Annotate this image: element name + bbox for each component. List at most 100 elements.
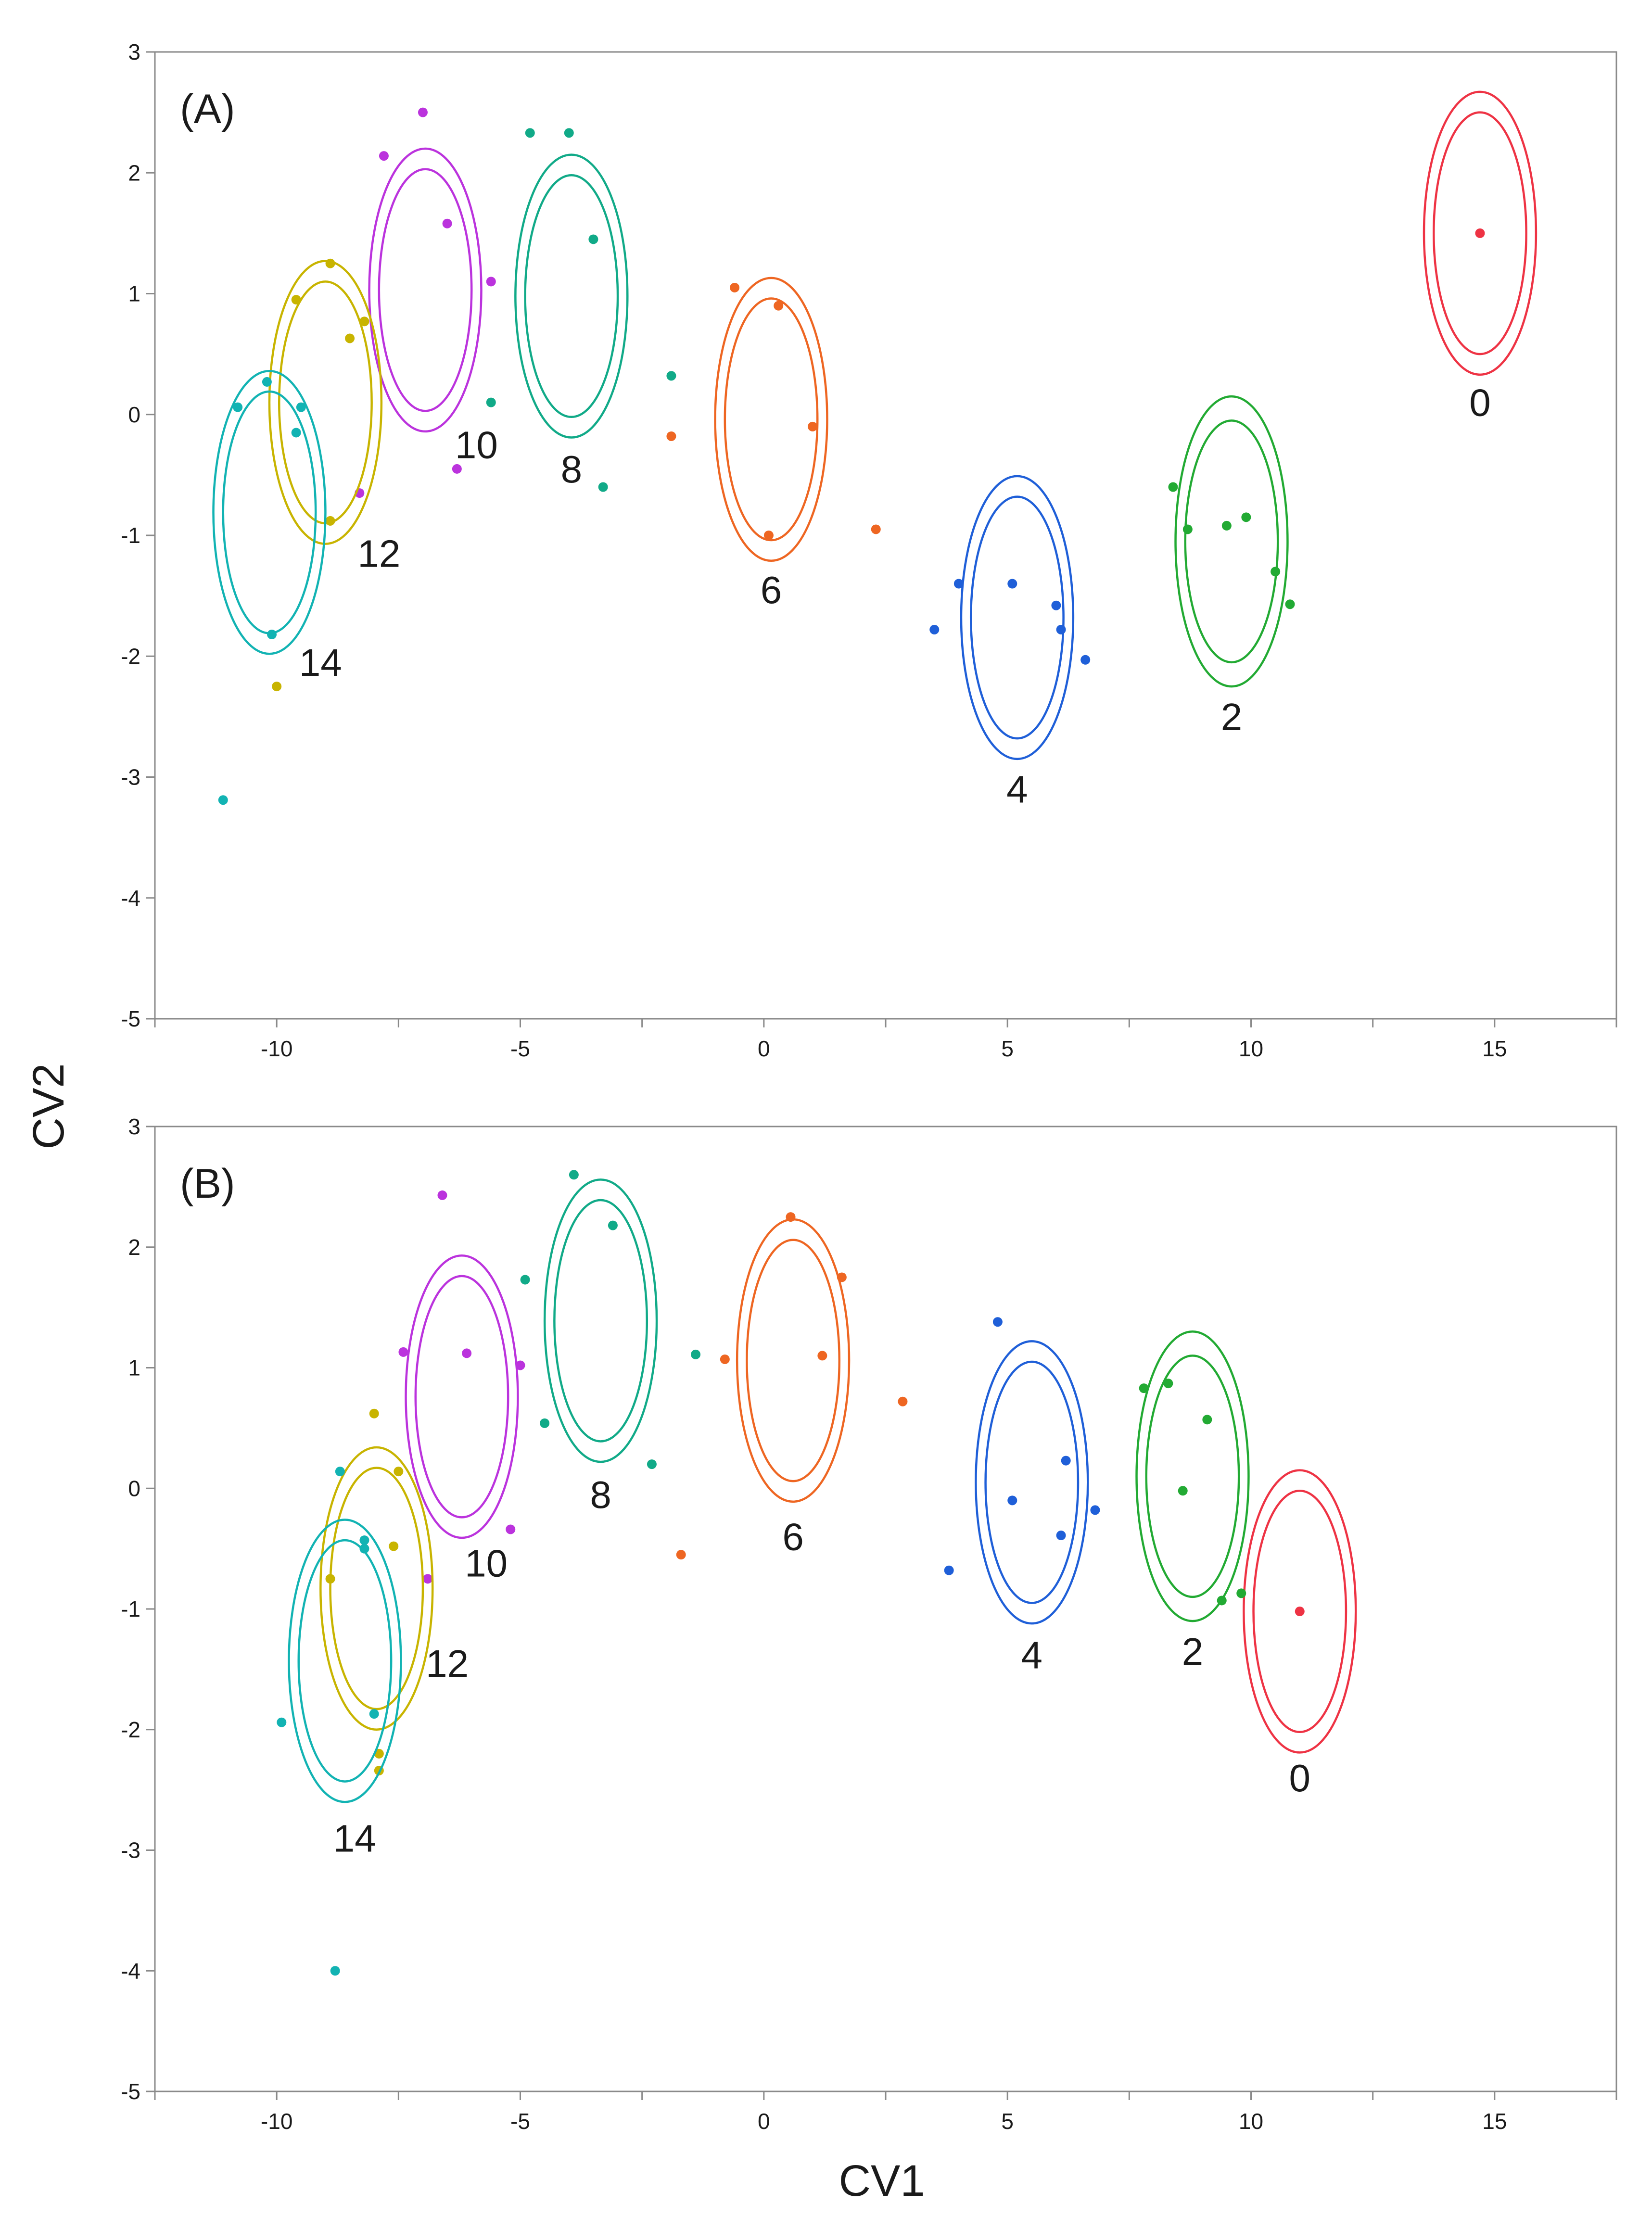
confidence-ellipse-outer (1174, 395, 1289, 688)
confidence-ellipse-outer (212, 370, 327, 655)
confidence-ellipse-outer (1423, 90, 1538, 376)
data-point (730, 282, 740, 292)
group-label: 12 (426, 1642, 469, 1685)
data-point (291, 428, 301, 438)
data-point (691, 1349, 701, 1359)
y-tick-label: -5 (121, 2079, 140, 2104)
y-tick-label: 2 (128, 160, 140, 185)
data-point (1007, 579, 1017, 589)
data-point (1182, 524, 1193, 534)
confidence-ellipse-inner (524, 174, 619, 418)
y-tick-label: -1 (121, 523, 140, 548)
group-label: 14 (333, 1817, 376, 1860)
series-group-2: 2 (1135, 1330, 1250, 1673)
x-tick-label: -10 (261, 2109, 292, 2134)
data-point (1475, 228, 1485, 238)
confidence-ellipse-outer (543, 1178, 658, 1463)
data-point (944, 1565, 954, 1575)
series-group-0: 0 (1423, 90, 1538, 424)
data-point (953, 579, 964, 589)
data-point (262, 377, 272, 387)
data-point (277, 1717, 287, 1727)
confidence-ellipse-inner (1184, 419, 1279, 664)
x-tick-label: -10 (261, 1036, 292, 1061)
confidence-ellipse-outer (1243, 1469, 1357, 1754)
y-tick-label: 3 (128, 1114, 140, 1139)
data-point (325, 1574, 335, 1584)
data-point (1163, 1379, 1173, 1389)
data-point (506, 1524, 516, 1534)
data-point (418, 107, 428, 117)
y-tick-label: 0 (128, 402, 140, 427)
group-label: 2 (1221, 696, 1243, 738)
confidence-ellipse-outer (960, 475, 1075, 760)
confidence-ellipse-inner (297, 1539, 393, 1783)
data-point (666, 431, 676, 441)
data-point (330, 1966, 340, 1976)
data-point (359, 1535, 369, 1545)
data-point (1217, 1596, 1227, 1606)
series-group-2: 2 (1168, 395, 1295, 738)
x-tick-label: 0 (758, 1036, 770, 1061)
data-point (871, 524, 881, 534)
data-point (520, 1275, 530, 1285)
series-group-6: 6 (676, 1212, 908, 1560)
data-point (1061, 1456, 1071, 1466)
data-point (1090, 1505, 1100, 1515)
data-point (1202, 1415, 1212, 1425)
data-point (462, 1348, 472, 1358)
series-group-14: 14 (212, 370, 342, 805)
y-tick-label: -3 (121, 765, 140, 790)
data-point (267, 630, 277, 640)
confidence-ellipse-inner (1433, 111, 1527, 355)
confidence-ellipse-inner (724, 297, 819, 542)
data-point (898, 1396, 908, 1406)
data-point (394, 1467, 404, 1477)
y-tick-label: -3 (121, 1838, 140, 1863)
x-tick-label: 10 (1239, 1036, 1263, 1061)
confidence-ellipse-inner (969, 495, 1065, 740)
data-point (1168, 482, 1178, 492)
data-point (1295, 1607, 1305, 1617)
confidence-ellipse-inner (378, 168, 473, 412)
data-point (1056, 1531, 1066, 1541)
data-point (569, 1170, 579, 1180)
confidence-ellipse-outer (714, 277, 828, 562)
data-point (1139, 1383, 1149, 1393)
group-label: 8 (561, 448, 583, 491)
confidence-ellipse-inner (1252, 1490, 1347, 1734)
y-tick-label: 1 (128, 1355, 140, 1380)
x-tick-label: 10 (1239, 2109, 1263, 2134)
series-group-8: 8 (486, 128, 676, 492)
data-point (218, 795, 228, 805)
panel-label-b: (B) (180, 1161, 235, 1207)
group-label: 0 (1289, 1757, 1311, 1799)
data-point (808, 421, 818, 431)
x-tick-label: 15 (1482, 2109, 1507, 2134)
data-point (369, 1709, 379, 1719)
data-point (335, 1467, 345, 1477)
confidence-ellipse-outer (405, 1254, 519, 1539)
x-tick-label: -5 (510, 2109, 530, 2134)
data-point (398, 1347, 408, 1357)
y-tick-label: 1 (128, 281, 140, 306)
series-group-0: 0 (1243, 1469, 1357, 1799)
data-point (817, 1351, 827, 1361)
confidence-ellipse-outer (736, 1218, 851, 1503)
data-point (588, 234, 598, 244)
data-point (345, 333, 355, 343)
data-point (325, 516, 335, 526)
data-point (442, 218, 452, 228)
data-point (1080, 655, 1091, 665)
x-tick-label: -5 (510, 1036, 530, 1061)
data-point (786, 1212, 796, 1222)
data-point (1271, 567, 1281, 577)
data-point (992, 1317, 1003, 1327)
confidence-ellipse-inner (414, 1275, 509, 1519)
data-point (233, 402, 243, 412)
data-point (369, 1408, 379, 1418)
data-point (1056, 624, 1066, 634)
